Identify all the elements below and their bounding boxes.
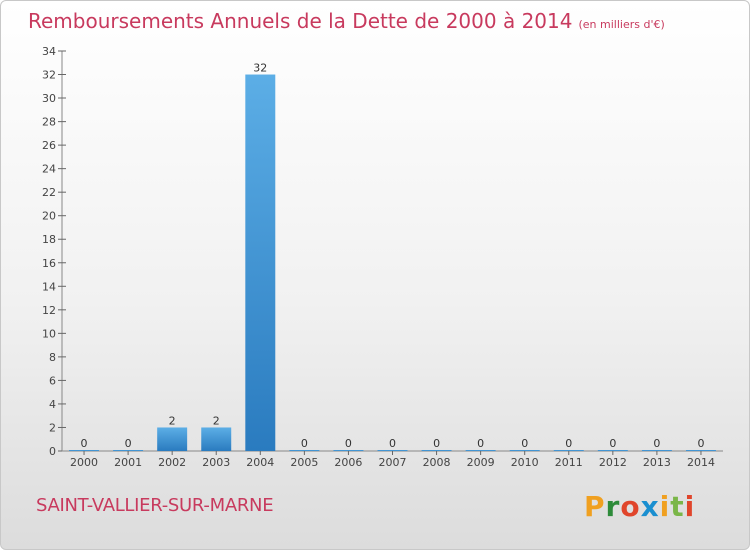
value-label-2004: 32 [253,62,267,75]
x-tick-label: 2006 [334,456,362,469]
x-tick-label: 2011 [555,456,583,469]
chart-title: Remboursements Annuels de la Dette de 20… [28,9,665,33]
bar-2011 [553,450,584,451]
bar-2012 [597,450,628,451]
logo-letter: P [584,490,606,523]
title-text: Remboursements Annuels de la Dette de 20… [28,9,573,33]
value-label-2003: 2 [213,414,220,427]
logo-letter: o [620,490,641,523]
x-tick-label: 2005 [290,456,318,469]
x-tick-label: 2010 [511,456,539,469]
y-tick-label: 12 [42,304,56,317]
y-tick-label: 4 [49,398,56,411]
value-label-2010: 0 [521,437,528,450]
x-tick-label: 2014 [687,456,715,469]
value-label-2000: 0 [81,437,88,450]
bars [69,74,716,451]
y-tick-label: 26 [42,139,56,152]
bar-2005 [289,450,320,451]
x-tick-label: 2001 [114,456,142,469]
x-tick-label: 2012 [599,456,627,469]
y-tick-label: 16 [42,257,56,270]
bar-2006 [333,450,364,451]
bar-2002 [157,427,188,451]
bar-2001 [113,450,144,451]
y-tick-label: 2 [49,421,56,434]
bar-2013 [641,450,672,451]
bar-2010 [509,450,540,451]
bar-2014 [685,450,716,451]
y-tick-label: 6 [49,374,56,387]
y-tick-label: 30 [42,92,56,105]
value-label-2005: 0 [301,437,308,450]
x-tick-label: 2013 [643,456,671,469]
x-tick-label: 2007 [379,456,407,469]
y-tick-label: 10 [42,327,56,340]
bar-2003 [201,427,232,451]
bar-2007 [377,450,408,451]
x-tick-label: 2003 [202,456,230,469]
unit-label: (en milliers d'€) [578,18,665,31]
bar-2004 [245,74,276,451]
x-tick-label: 2000 [70,456,98,469]
commune-name: SAINT-VALLIER-SUR-MARNE [36,495,274,516]
y-tick-label: 18 [42,233,56,246]
y-tick-label: 8 [49,351,56,364]
logo-letter: t [670,490,685,523]
value-label-2009: 0 [477,437,484,450]
bar-2000 [69,450,100,451]
value-label-2014: 0 [697,437,704,450]
value-label-2013: 0 [653,437,660,450]
y-tick-label: 32 [42,69,56,82]
logo-letter: i [659,490,671,523]
y-tick-label: 0 [49,445,56,458]
logo-letter: x [640,490,660,523]
y-tick-label: 24 [42,163,56,176]
y-tick-label: 34 [42,45,56,58]
value-label-2007: 0 [389,437,396,450]
value-label-2006: 0 [345,437,352,450]
value-label-2001: 0 [125,437,132,450]
logo-letter: r [605,490,621,523]
value-label-2012: 0 [609,437,616,450]
proxiti-logo[interactable]: Proxiti [584,490,695,523]
bar-2009 [465,450,496,451]
x-tick-label: 2004 [246,456,274,469]
bar-2008 [421,450,452,451]
x-axis: 2000 2001 2002 2003 2004 2005 2006 2007 2008 2009… [62,450,723,469]
x-tick-label: 2002 [158,456,186,469]
y-tick-label: 22 [42,186,56,199]
x-tick-label: 2008 [423,456,451,469]
value-label-2008: 0 [433,437,440,450]
x-tick-label: 2009 [467,456,495,469]
y-tick-label: 28 [42,116,56,129]
y-tick-label: 14 [42,280,56,293]
logo-letter: i [684,490,696,523]
value-labels: 0 0 2 2 32 0 0 0 0 0 0 0 0 0 0 [81,62,705,450]
value-label-2011: 0 [565,437,572,450]
y-tick-label: 20 [42,210,56,223]
value-label-2002: 2 [169,414,176,427]
